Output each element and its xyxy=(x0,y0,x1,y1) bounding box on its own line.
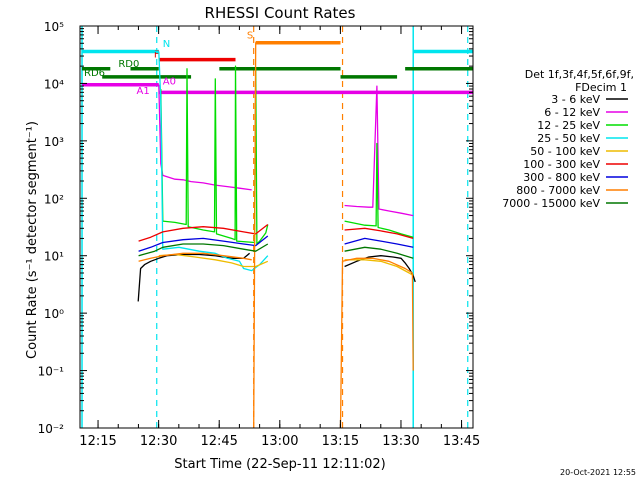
y-tick-label: 10⁻¹ xyxy=(38,365,65,379)
y-axis-label: Count Rate (s⁻¹ detector segment⁻¹) xyxy=(25,121,40,359)
x-tick-label: 12:45 xyxy=(200,434,237,449)
series-line xyxy=(344,246,414,259)
legend-label: 3 - 6 keV xyxy=(551,93,600,106)
series-line xyxy=(158,253,269,268)
legend-label: 12 - 25 keV xyxy=(537,119,600,132)
x-tick-label: 13:30 xyxy=(382,434,419,449)
series-line xyxy=(344,237,414,248)
axes: 10⁻² 10⁻¹ 10⁰ 10¹ 10² 10³ 10⁴ 10⁵ 12:15 12:30 12:4… xyxy=(38,20,481,449)
series-line xyxy=(138,252,252,262)
x-tick-label: 13:15 xyxy=(322,434,359,449)
legend-header-line-2: FDecim 1 xyxy=(575,81,627,94)
flag-label: RD0 xyxy=(118,59,139,70)
y-tick-label: 10⁴ xyxy=(44,77,64,91)
legend-label: 300 - 800 keV xyxy=(523,171,600,184)
series-line xyxy=(138,235,269,252)
series-lines xyxy=(82,42,473,429)
flag-label: RD6 xyxy=(84,68,105,79)
x-tick-label: 12:30 xyxy=(140,434,177,449)
y-tick-label: 10¹ xyxy=(44,250,64,264)
legend-label: 50 - 100 keV xyxy=(530,145,600,158)
x-tick-label: 12:15 xyxy=(79,434,116,449)
series-line xyxy=(158,84,252,191)
y-tick-label: 10⁻² xyxy=(38,422,65,436)
flag-bars: N S F RD0 RD6 A0 A1 xyxy=(82,31,473,97)
series-line xyxy=(160,65,269,245)
legend-label: 7000 - 15000 keV xyxy=(502,197,600,210)
legend-header-line-1: Det 1f,3f,4f,5f,6f,9f, xyxy=(525,68,634,81)
flag-label: A0 xyxy=(163,77,176,88)
chart-title: RHESSI Count Rates xyxy=(205,4,356,22)
legend-label: 100 - 300 keV xyxy=(523,158,600,171)
flag-label: A1 xyxy=(137,86,150,97)
flag-label: F xyxy=(154,50,160,61)
series-line xyxy=(344,227,414,240)
flag-label: N xyxy=(163,39,170,50)
y-tick-label: 10⁵ xyxy=(44,20,64,34)
legend-label: 6 - 12 keV xyxy=(544,106,600,119)
series-line xyxy=(339,257,414,429)
y-tick-label: 10² xyxy=(44,192,64,206)
series-line xyxy=(137,257,160,302)
y-tick-label: 10⁰ xyxy=(44,307,64,321)
series-line xyxy=(344,85,414,217)
y-tick-label: 10³ xyxy=(44,135,64,149)
x-axis-label: Start Time (22-Sep-11 12:11:02) xyxy=(174,457,385,472)
x-tick-label: 13:45 xyxy=(443,434,480,449)
series-line xyxy=(138,243,269,257)
footer-timestamp: 20-Oct-2021 12:55 xyxy=(560,468,636,477)
series-line xyxy=(344,259,414,277)
series-line xyxy=(344,142,414,238)
legend-label: 800 - 7000 keV xyxy=(516,184,600,197)
flag-label: S xyxy=(247,31,253,42)
x-tick-label: 13:00 xyxy=(261,434,298,449)
plot-frame xyxy=(79,25,474,429)
series-line xyxy=(253,42,341,429)
legend: Det 1f,3f,4f,5f,6f,9f, FDecim 1 3 - 6 ke… xyxy=(502,68,634,210)
series-line xyxy=(138,223,269,242)
legend-label: 25 - 50 keV xyxy=(537,132,600,145)
